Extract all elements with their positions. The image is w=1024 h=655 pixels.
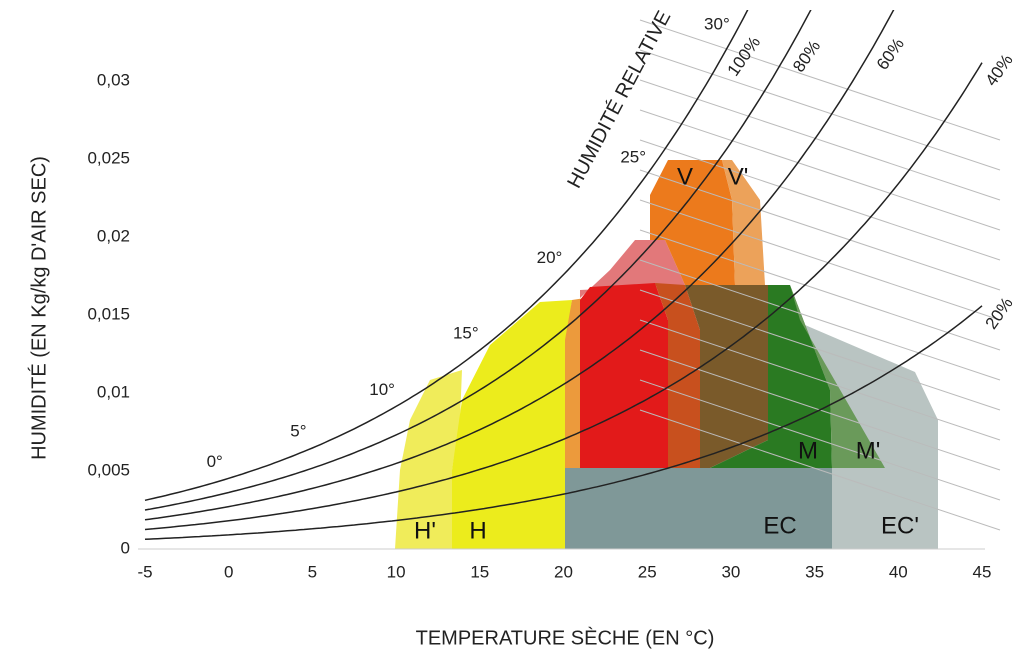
guide-line	[639, 379, 1001, 501]
zone-label: M'	[856, 437, 881, 464]
y-axis-title: HUMIDITÉ (EN Kg/kg D'AIR SEC)	[27, 156, 50, 460]
zone-h	[452, 300, 572, 549]
guide-line	[639, 409, 1001, 531]
zone-label: M	[798, 437, 818, 464]
x-tick-label: 20	[554, 562, 573, 581]
zone-dark-orange	[655, 283, 700, 468]
zone-label: EC	[763, 512, 796, 539]
zones	[395, 160, 938, 549]
temperature-label: 30°	[704, 15, 730, 34]
zone-ec	[565, 468, 832, 549]
guide-line	[639, 79, 1001, 201]
guide-line	[639, 109, 1001, 231]
zone-label: V'	[728, 163, 749, 190]
guide-line	[639, 19, 1001, 141]
rh-annotation: HUMIDITÉ RELATIVE	[562, 7, 675, 192]
y-tick-label: 0,005	[87, 460, 130, 479]
temperature-label: 15°	[453, 324, 479, 343]
zone-label: H	[469, 517, 486, 544]
guide-line	[639, 319, 1001, 441]
guide-line	[639, 289, 1001, 411]
rh-curve	[144, 62, 983, 531]
x-tick-label: 10	[387, 562, 406, 581]
temperature-label: 5°	[290, 421, 306, 440]
x-tick-label: 15	[470, 562, 489, 581]
rh-curve	[144, 10, 749, 502]
x-axis-title: TEMPERATURE SÈCHE (EN °C)	[416, 626, 715, 649]
zone-v-prime	[722, 160, 765, 285]
zone-m	[710, 285, 832, 468]
guide-line	[639, 49, 1001, 171]
rh-label: 80%	[789, 37, 824, 76]
guide-line	[639, 259, 1001, 381]
rh-label: 100%	[724, 33, 765, 80]
x-tick-label: 25	[638, 562, 657, 581]
temperature-label: 0°	[207, 452, 223, 471]
rh-label: 60%	[873, 35, 908, 74]
curves	[144, 10, 1001, 541]
rh-label: 40%	[982, 51, 1017, 90]
zone-h-prime	[395, 370, 462, 549]
x-tick-label: 5	[308, 562, 317, 581]
rh-curve	[144, 10, 812, 511]
temperature-label: 20°	[537, 248, 563, 267]
x-tick-label: 40	[889, 562, 908, 581]
x-tick-label: 0	[224, 562, 233, 581]
x-tick-label: -5	[137, 562, 152, 581]
guide-line	[639, 139, 1001, 261]
rh-curve	[144, 10, 895, 521]
zone-label: V	[677, 163, 693, 190]
zone-label: H'	[414, 517, 436, 544]
temperature-label: 25°	[620, 148, 646, 167]
zone-label: EC'	[881, 512, 919, 539]
temperature-label: 10°	[369, 380, 395, 399]
rh-curve	[144, 305, 983, 541]
y-tick-label: 0,025	[87, 148, 130, 167]
rh-label: 20%	[982, 294, 1017, 333]
guide-line	[639, 229, 1001, 351]
y-tick-label: 0,02	[97, 226, 130, 245]
zone-red	[580, 283, 668, 468]
y-tick-label: 0	[121, 538, 130, 557]
zone-m-prime	[790, 285, 885, 468]
y-tick-label: 0,03	[97, 70, 130, 89]
x-tick-label: 30	[721, 562, 740, 581]
zone-ec-prime	[805, 325, 938, 549]
zone-overlap	[685, 285, 768, 468]
guide-line	[639, 199, 1001, 321]
y-tick-label: 0,01	[97, 382, 130, 401]
guide-line	[639, 169, 1001, 291]
x-tick-label: 45	[973, 562, 992, 581]
zone-v	[650, 160, 735, 285]
x-tick-label: 35	[805, 562, 824, 581]
y-tick-label: 0,015	[87, 304, 130, 323]
